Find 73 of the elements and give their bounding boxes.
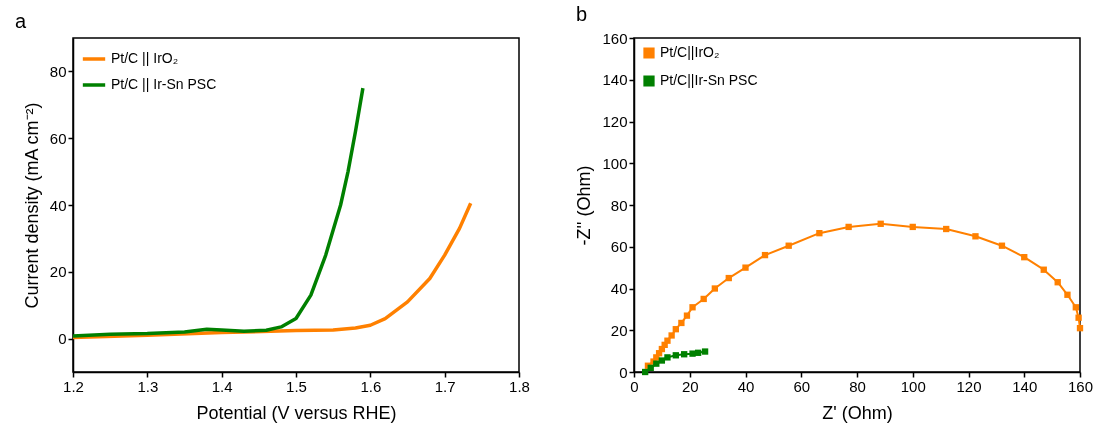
- point: [678, 319, 685, 327]
- point: [672, 326, 679, 333]
- x-tick-label: 120: [956, 377, 982, 395]
- point: [668, 332, 675, 339]
- x-tick-label: 1.5: [286, 377, 307, 395]
- point: [1021, 254, 1028, 261]
- point: [845, 223, 852, 231]
- y-tick-label: 0: [58, 330, 67, 348]
- point: [943, 225, 950, 233]
- x-tick-label: 60: [793, 377, 811, 395]
- point: [711, 285, 718, 292]
- point: [700, 295, 707, 303]
- y-tick-label: 40: [49, 196, 67, 214]
- point: [1072, 304, 1079, 311]
- point: [998, 242, 1006, 249]
- x-tick-label: 1.8: [509, 377, 530, 395]
- text: b: [576, 3, 588, 25]
- x-tick-label: 1.7: [434, 377, 456, 395]
- y-tick-label: 60: [610, 238, 628, 256]
- x-tick-label: 1.3: [137, 377, 159, 395]
- point: [742, 264, 749, 271]
- y-axis-title: -Z'' (Ohm): [574, 165, 595, 246]
- point: [816, 230, 823, 237]
- legend-label: Pt/C||Ir-Sn PSC: [660, 72, 758, 88]
- point: [689, 350, 696, 357]
- point: [877, 220, 884, 227]
- point: [1075, 314, 1082, 321]
- point: [1064, 291, 1071, 298]
- legend-label: Pt/C||IrO₂: [660, 44, 720, 60]
- x-tick-label: 0: [630, 377, 639, 395]
- point: [689, 304, 696, 311]
- x-tick-label: 40: [737, 377, 755, 395]
- point: [972, 233, 979, 240]
- legend-label: Pt/C || Ir-Sn PSC: [111, 76, 217, 92]
- point: [1054, 279, 1061, 286]
- point: [909, 223, 916, 231]
- point: [701, 348, 709, 355]
- y-axis-title: Current density (mA cm⁻²): [21, 102, 42, 309]
- y-tick-label: 80: [49, 62, 67, 80]
- point: [641, 368, 649, 376]
- y-tick-label: 60: [49, 129, 67, 147]
- x-tick-label: 140: [1012, 377, 1038, 395]
- point: [725, 274, 732, 282]
- x-tick-label: 100: [900, 377, 926, 395]
- y-tick-label: 0: [619, 363, 628, 381]
- point: [785, 242, 792, 249]
- point: [1040, 266, 1047, 273]
- x-tick-label: 1.6: [360, 377, 382, 395]
- legend-label: Pt/C || IrO₂: [111, 50, 179, 66]
- y-tick-label: 80: [610, 196, 628, 214]
- text: a: [15, 10, 27, 32]
- point: [672, 352, 679, 359]
- x-tick-label: 1.2: [63, 377, 84, 395]
- point: [683, 312, 691, 319]
- x-axis-title: Z' (Ohm): [822, 402, 893, 423]
- y-tick-label: 120: [602, 113, 628, 130]
- y-tick-label: 20: [49, 263, 67, 281]
- point: [1076, 325, 1084, 332]
- y-tick-label: 40: [610, 280, 628, 297]
- y-tick-label: 20: [610, 321, 628, 339]
- x-tick-label: 20: [681, 377, 699, 395]
- y-tick-label: 140: [602, 71, 628, 89]
- point: [681, 351, 688, 358]
- x-tick-label: 160: [1067, 377, 1094, 395]
- x-tick-label: 80: [849, 377, 866, 395]
- y-tick-label: 100: [602, 154, 628, 172]
- point: [658, 357, 666, 364]
- point: [664, 354, 671, 361]
- y-tick-label: 160: [602, 29, 628, 47]
- point: [694, 349, 702, 356]
- x-tick-label: 1.4: [211, 377, 233, 395]
- point: [761, 251, 769, 259]
- x-axis-title: Potential (V versus RHE): [196, 402, 397, 423]
